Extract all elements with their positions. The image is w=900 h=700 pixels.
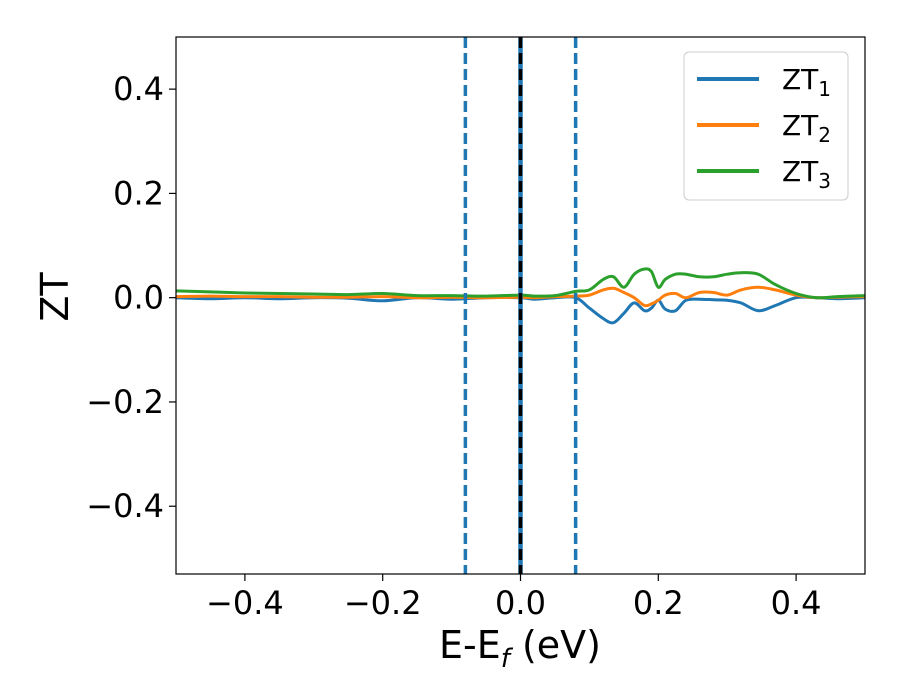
x-tick-label: 0.2 — [633, 584, 684, 622]
x-tick-label: −0.4 — [206, 584, 284, 622]
x-axis-label: E-Ef (eV) — [439, 623, 601, 674]
legend-label-2: ZT2 — [782, 109, 831, 147]
x-tick-label: 0.0 — [495, 584, 546, 622]
y-axis-label: ZT — [33, 272, 77, 322]
y-axis: −0.4 −0.2 0.0 0.2 0.4 — [86, 70, 176, 525]
y-tick-label: 0.0 — [113, 279, 164, 317]
x-tick-label: −0.2 — [344, 584, 422, 622]
series-line-2 — [176, 285, 865, 308]
y-tick-label: 0.2 — [113, 174, 164, 212]
series-line-3 — [176, 267, 865, 300]
legend-label-3: ZT3 — [782, 155, 831, 193]
legend-box — [683, 51, 849, 201]
y-tick-label: −0.4 — [86, 487, 164, 525]
x-tick-label: 0.4 — [771, 584, 822, 622]
legend: ZT1 ZT2 ZT3 — [683, 51, 849, 201]
plot-data-layer — [176, 37, 865, 574]
legend-label-1: ZT1 — [782, 63, 831, 101]
x-axis-label-unit: (eV) — [510, 623, 601, 667]
y-tick-label: 0.4 — [113, 70, 164, 108]
x-axis: −0.4 −0.2 0.0 0.2 0.4 — [206, 574, 822, 622]
series-line-1 — [176, 295, 865, 325]
y-tick-label: −0.2 — [86, 383, 164, 421]
